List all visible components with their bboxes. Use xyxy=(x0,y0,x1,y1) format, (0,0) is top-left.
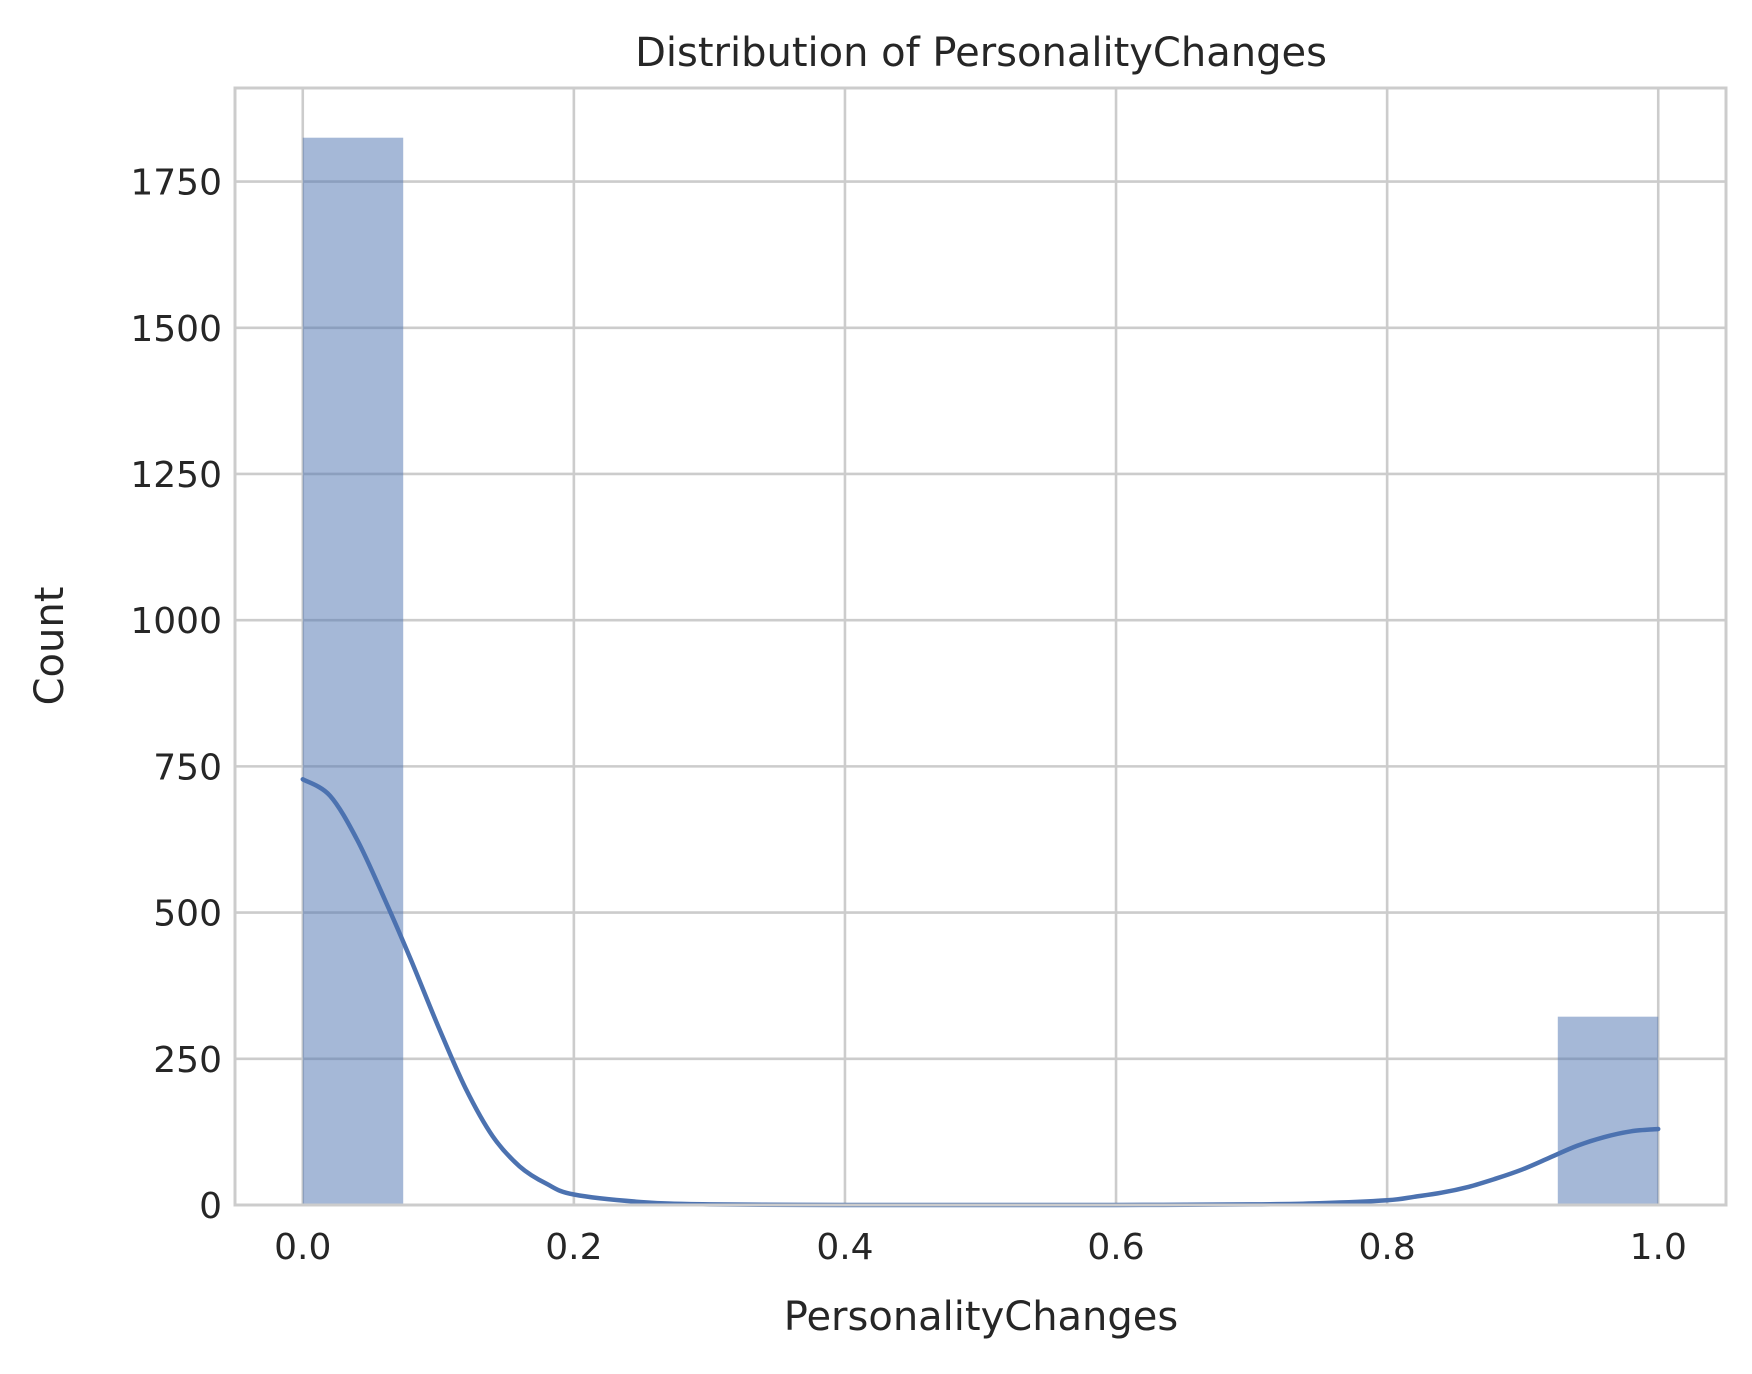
x-tick-label: 1.0 xyxy=(1630,1227,1687,1268)
y-tick-label: 1250 xyxy=(130,455,222,496)
y-tick-label: 250 xyxy=(153,1040,222,1081)
plot-frame xyxy=(235,88,1726,1205)
y-axis-ticks: 0 250 500 750 1000 1250 1500 1750 xyxy=(130,163,222,1227)
x-tick-label: 0.4 xyxy=(816,1227,873,1268)
chart-title: Distribution of PersonalityChanges xyxy=(635,30,1327,76)
y-tick-label: 0 xyxy=(199,1186,222,1227)
histogram-bar xyxy=(1558,1017,1658,1205)
x-tick-label: 0.8 xyxy=(1359,1227,1416,1268)
y-tick-label: 750 xyxy=(153,747,222,788)
y-axis-label: Count xyxy=(27,587,73,706)
x-tick-label: 0.6 xyxy=(1087,1227,1144,1268)
y-tick-label: 500 xyxy=(153,894,222,935)
y-tick-label: 1500 xyxy=(130,309,222,350)
x-axis-label: PersonalityChanges xyxy=(784,1294,1179,1340)
x-tick-label: 0.2 xyxy=(545,1227,602,1268)
y-tick-label: 1750 xyxy=(130,163,222,204)
y-tick-label: 1000 xyxy=(130,601,222,642)
kde-curve xyxy=(303,779,1658,1205)
histogram-bars xyxy=(303,138,1658,1205)
histogram-bar xyxy=(303,138,403,1205)
y-gridlines xyxy=(235,182,1726,1205)
x-gridlines xyxy=(303,88,1658,1205)
x-axis-ticks: 0.0 0.2 0.4 0.6 0.8 1.0 xyxy=(274,1227,1687,1268)
x-tick-label: 0.0 xyxy=(274,1227,331,1268)
